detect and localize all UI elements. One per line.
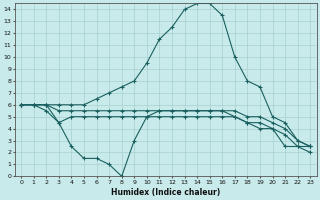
- X-axis label: Humidex (Indice chaleur): Humidex (Indice chaleur): [111, 188, 220, 197]
